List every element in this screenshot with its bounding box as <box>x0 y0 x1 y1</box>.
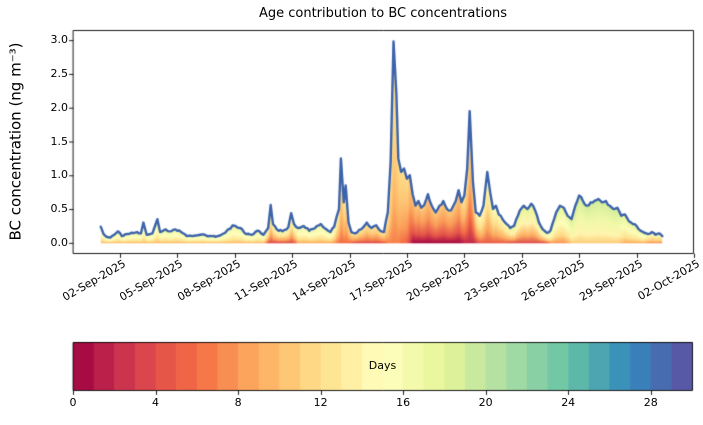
colorbar-label: Days <box>368 359 397 372</box>
y-axis-label: BC concentration (ng m⁻³) <box>6 42 25 241</box>
y-tick-label: 2.0 <box>50 100 69 114</box>
y-tick-label: 1.0 <box>50 168 69 182</box>
chart-title: Age contribution to BC concentrations <box>258 6 508 21</box>
colorbar-tick-label: 8 <box>234 396 242 409</box>
colorbar-tick-label: 4 <box>152 396 160 409</box>
y-tick-label: 1.5 <box>50 134 69 148</box>
y-tick-label: 0.0 <box>50 235 69 249</box>
colorbar-tick-label: 0 <box>69 396 77 409</box>
colorbar-tick-label: 28 <box>643 396 658 409</box>
y-tick-label: 3.0 <box>50 33 69 47</box>
y-tick-label: 0.5 <box>50 202 69 216</box>
colorbar-tick-label: 20 <box>478 396 493 409</box>
colorbar-tick-label: 12 <box>313 396 328 409</box>
colorbar-tick-label: 24 <box>561 396 576 409</box>
y-tick-label: 2.5 <box>50 66 69 80</box>
colorbar-tick-label: 16 <box>396 396 411 409</box>
